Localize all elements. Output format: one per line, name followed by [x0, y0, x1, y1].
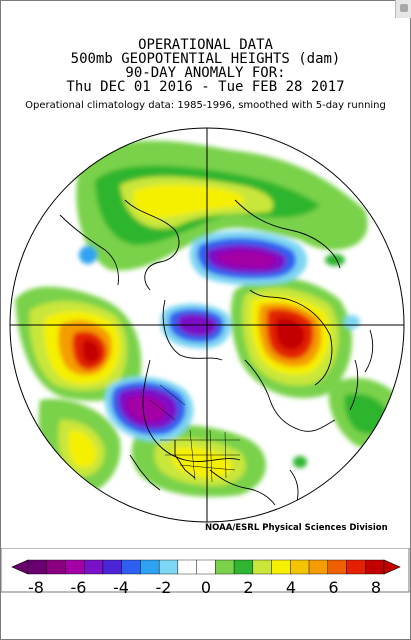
colorbar-cell	[271, 559, 291, 575]
colorbar-cell	[121, 559, 141, 575]
colorbar-cell	[365, 559, 385, 575]
title-line-1: OPERATIONAL DATA	[138, 37, 273, 53]
credit-text: NOAA/ESRL Physical Sciences Division	[205, 523, 388, 533]
colorbar-tick-label: -4	[113, 578, 129, 597]
colorbar-cells	[11, 559, 401, 575]
title-line-3: 90-DAY ANOMALY FOR:	[125, 65, 286, 81]
colorbar-tick-label: 4	[286, 578, 296, 597]
colorbar-arrow-right	[383, 559, 401, 575]
figure-title: OPERATIONAL DATA 500mb GEOPOTENTIAL HEIG…	[0, 38, 411, 94]
colorbar-tick-label: -2	[156, 578, 172, 597]
polar-map	[9, 127, 405, 523]
colorbar-tick-label: 2	[243, 578, 253, 597]
colorbar: -8 -6 -4 -2 0 2 4 6 8	[0, 548, 410, 597]
colorbar-cell	[196, 559, 216, 575]
colorbar-tick-label: -8	[28, 578, 44, 597]
colorbar-cell	[215, 559, 235, 575]
colorbar-cell	[290, 559, 310, 575]
colorbar-cell	[177, 559, 197, 575]
colorbar-cell	[327, 559, 347, 575]
colorbar-cell	[308, 559, 328, 575]
colorbar-tick-label: 8	[371, 578, 381, 597]
colorbar-cell	[346, 559, 366, 575]
colorbar-cell	[233, 559, 254, 575]
colorbar-cell	[140, 559, 160, 575]
colorbar-cell	[65, 559, 85, 575]
anomaly-field	[10, 128, 404, 522]
colorbar-cell	[46, 559, 66, 575]
coastlines	[59, 199, 374, 506]
title-line-2: 500mb GEOPOTENTIAL HEIGHTS (dam)	[70, 51, 341, 67]
colorbar-tick-label: -6	[71, 578, 87, 597]
colorbar-cell	[102, 559, 122, 575]
scrollbar-knob[interactable]	[399, 4, 408, 12]
colorbar-cell	[252, 559, 272, 575]
colorbar-cell	[158, 559, 179, 575]
colorbar-cell	[27, 559, 47, 575]
title-line-4: Thu DEC 01 2016 - Tue FEB 28 2017	[66, 79, 345, 95]
window-scrollbar[interactable]	[395, 0, 411, 18]
figure-subtitle: Operational climatology data: 1985-1996,…	[25, 100, 386, 111]
colorbar-cell	[84, 559, 104, 575]
colorbar-labels: -8 -6 -4 -2 0 2 4 6 8	[28, 578, 381, 597]
colorbar-tick-label: 6	[328, 578, 338, 597]
colorbar-tick-label: 0	[201, 578, 211, 597]
